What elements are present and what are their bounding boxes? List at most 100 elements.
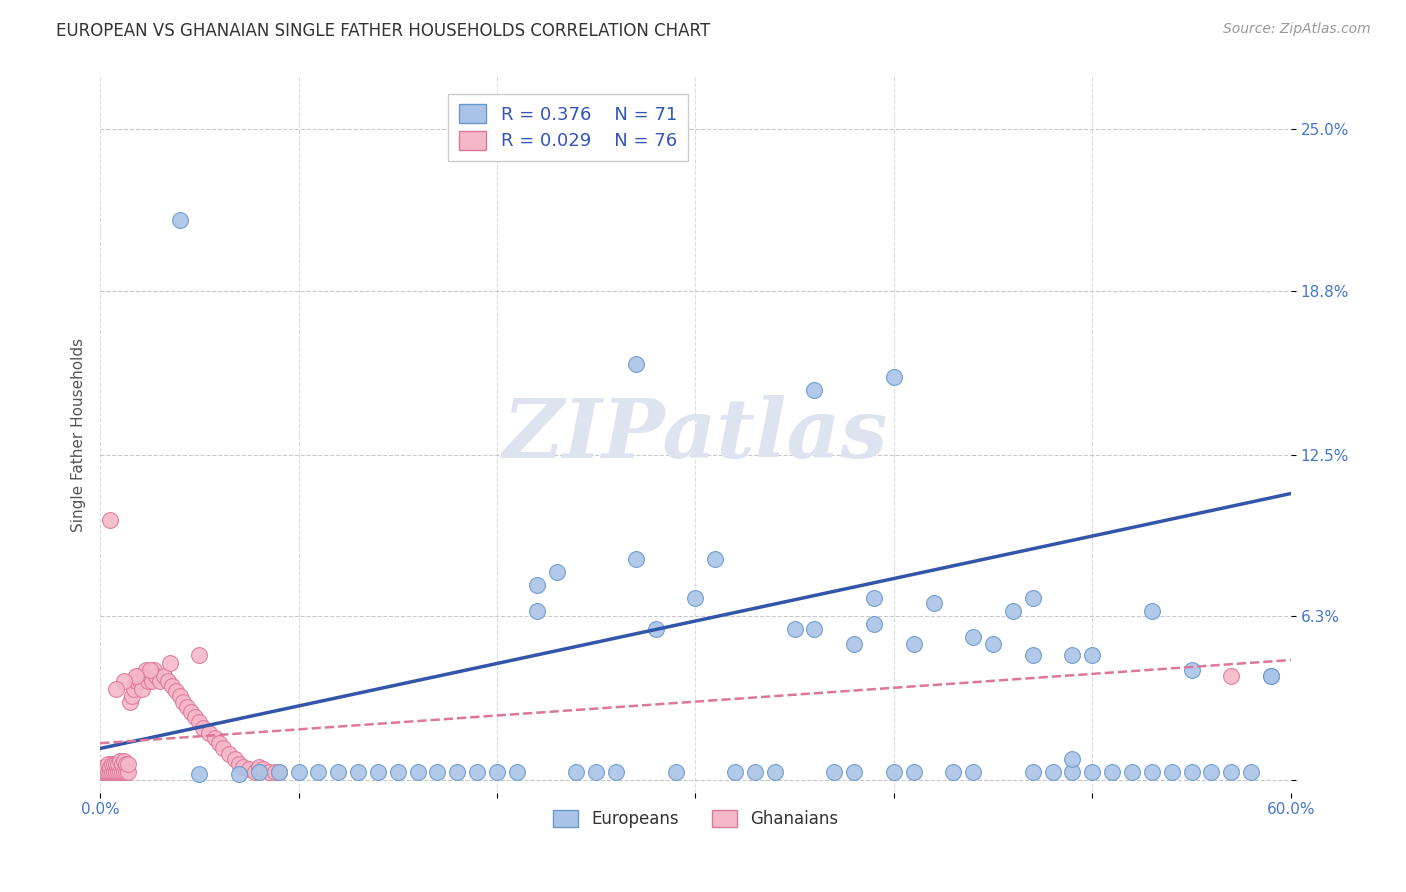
Point [1260,668,1282,682]
Point [188,648,211,662]
Point [367,764,389,779]
Point [1140,764,1163,779]
Point [107,764,129,779]
Point [228,767,250,781]
Point [247,759,270,773]
Point [165,684,187,698]
Point [218,747,240,761]
Point [1081,764,1104,779]
Point [121,690,143,704]
Point [112,764,135,779]
Point [942,764,965,779]
Point [125,668,148,682]
Point [212,741,235,756]
Point [188,715,211,730]
Point [238,762,260,776]
Point [169,213,191,227]
Point [1160,764,1182,779]
Point [232,759,254,773]
Point [1001,604,1024,618]
Point [135,664,157,678]
Point [180,705,202,719]
Point [844,637,866,651]
Point [1081,648,1104,662]
Point [243,764,266,779]
Point [1101,764,1123,779]
Point [98,759,121,773]
Point [506,764,529,779]
Point [138,664,160,678]
Point [962,764,984,779]
Point [101,764,124,779]
Point [141,673,163,688]
Legend: Europeans, Ghanaians: Europeans, Ghanaians [546,803,845,834]
Point [922,596,945,610]
Point [184,710,207,724]
Point [863,616,886,631]
Point [307,764,329,779]
Point [465,764,488,779]
Point [131,681,153,696]
Point [287,764,309,779]
Point [1062,752,1084,766]
Point [188,767,211,781]
Point [823,764,845,779]
Point [107,757,129,772]
Point [105,681,128,696]
Point [142,664,165,678]
Point [763,764,786,779]
Point [347,764,370,779]
Point [406,764,429,779]
Point [105,757,128,772]
Point [883,369,905,384]
Point [724,764,747,779]
Point [98,512,121,526]
Point [1022,764,1045,779]
Point [1180,664,1202,678]
Point [108,755,131,769]
Point [844,764,866,779]
Point [903,637,925,651]
Point [485,764,508,779]
Point [91,764,114,779]
Point [1260,668,1282,682]
Point [125,673,148,688]
Point [624,551,647,566]
Point [257,764,280,779]
Point [1022,591,1045,605]
Point [172,695,194,709]
Point [128,673,150,688]
Point [981,637,1004,651]
Point [97,764,120,779]
Point [962,630,984,644]
Point [111,764,134,779]
Point [263,764,285,779]
Point [127,668,149,682]
Point [1220,764,1243,779]
Point [132,668,155,682]
Point [103,757,125,772]
Point [156,673,179,688]
Point [193,721,215,735]
Point [118,695,141,709]
Point [546,565,568,579]
Point [138,668,160,682]
Point [704,551,727,566]
Point [136,673,159,688]
Point [605,764,627,779]
Point [803,383,825,397]
Point [1140,604,1163,618]
Point [93,764,115,779]
Point [117,764,139,779]
Point [117,757,139,772]
Point [112,673,135,688]
Point [208,736,231,750]
Point [267,764,290,779]
Point [169,690,191,704]
Point [1240,764,1263,779]
Point [883,764,905,779]
Point [328,764,350,779]
Point [101,757,124,772]
Point [115,757,138,772]
Point [863,591,886,605]
